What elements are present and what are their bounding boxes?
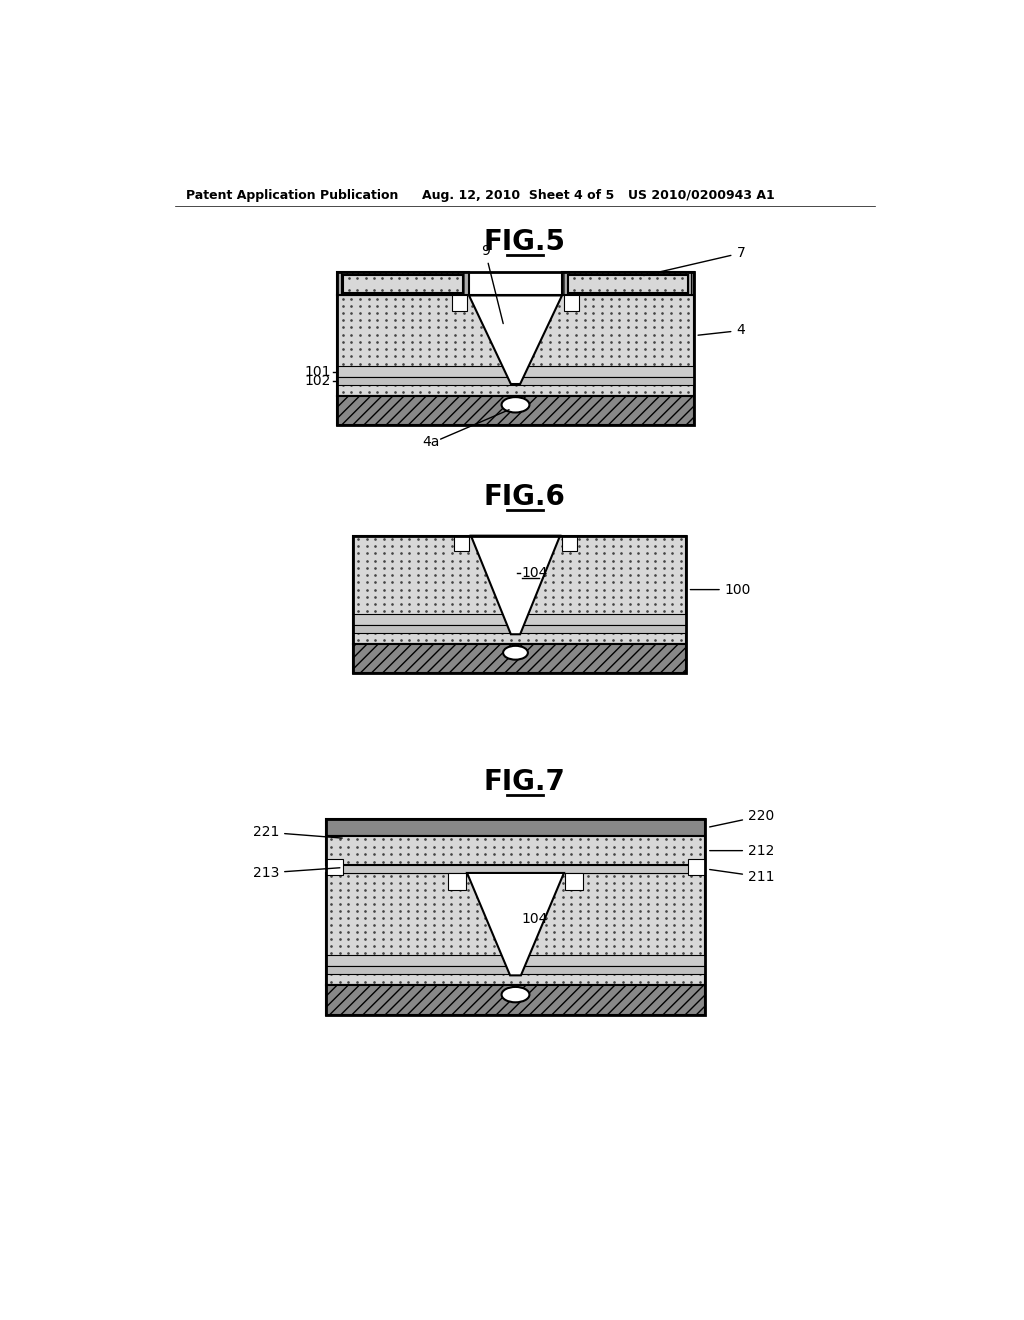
Text: 220: 220 bbox=[710, 809, 774, 826]
Bar bbox=[337, 272, 693, 425]
Bar bbox=[561, 536, 578, 552]
Bar bbox=[326, 956, 706, 966]
Bar bbox=[337, 272, 469, 296]
Bar bbox=[454, 536, 469, 552]
Bar bbox=[337, 378, 693, 385]
Bar bbox=[326, 859, 343, 874]
Text: 221: 221 bbox=[253, 825, 342, 840]
Text: 9: 9 bbox=[480, 244, 503, 323]
Text: US 2010/0200943 A1: US 2010/0200943 A1 bbox=[628, 189, 774, 202]
Text: 213: 213 bbox=[253, 866, 340, 880]
Ellipse shape bbox=[502, 397, 529, 413]
Bar bbox=[449, 873, 466, 890]
Text: FIG.5: FIG.5 bbox=[483, 227, 566, 256]
Bar bbox=[352, 644, 686, 673]
Text: Aug. 12, 2010  Sheet 4 of 5: Aug. 12, 2010 Sheet 4 of 5 bbox=[423, 189, 614, 202]
Bar bbox=[563, 296, 579, 312]
Bar bbox=[326, 873, 706, 985]
Polygon shape bbox=[467, 873, 564, 975]
Bar bbox=[343, 275, 463, 293]
Text: 101: 101 bbox=[304, 364, 331, 379]
Text: 7: 7 bbox=[644, 246, 745, 276]
Bar bbox=[326, 985, 706, 1015]
Bar bbox=[337, 396, 693, 425]
Bar bbox=[326, 866, 706, 873]
Bar bbox=[337, 367, 693, 378]
Polygon shape bbox=[469, 296, 562, 384]
Text: 212: 212 bbox=[710, 843, 774, 858]
Bar bbox=[352, 626, 686, 632]
Bar bbox=[352, 536, 686, 644]
Ellipse shape bbox=[502, 987, 529, 1002]
Bar bbox=[326, 818, 706, 1015]
Text: FIG.6: FIG.6 bbox=[484, 483, 565, 511]
Bar bbox=[565, 873, 583, 890]
Text: 100: 100 bbox=[690, 582, 752, 597]
Bar bbox=[568, 275, 687, 293]
Text: 104: 104 bbox=[521, 566, 548, 581]
Bar bbox=[337, 296, 693, 396]
Text: 4: 4 bbox=[698, 323, 745, 338]
Text: 104: 104 bbox=[521, 912, 548, 927]
Bar bbox=[352, 536, 686, 673]
Bar bbox=[326, 818, 706, 836]
Bar bbox=[452, 296, 467, 312]
Ellipse shape bbox=[503, 645, 528, 660]
Text: 211: 211 bbox=[710, 870, 774, 884]
Bar bbox=[326, 966, 706, 974]
Bar bbox=[562, 272, 693, 296]
Bar bbox=[326, 836, 706, 866]
Polygon shape bbox=[471, 536, 560, 635]
Text: Patent Application Publication: Patent Application Publication bbox=[186, 189, 398, 202]
Text: 102: 102 bbox=[305, 374, 331, 388]
Text: FIG.7: FIG.7 bbox=[484, 768, 565, 796]
Bar bbox=[352, 614, 686, 626]
Text: 4a: 4a bbox=[423, 434, 440, 449]
Bar bbox=[688, 859, 706, 874]
